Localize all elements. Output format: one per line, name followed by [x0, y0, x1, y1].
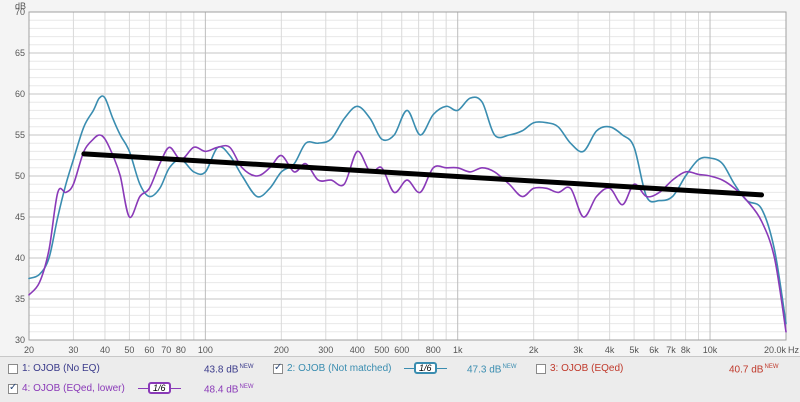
x-tick-label: 1k [453, 345, 463, 355]
x-tick-label: 20 [24, 345, 34, 355]
legend-item-2[interactable]: 2: OJOB (Not matched) [273, 362, 392, 374]
y-tick-label: 40 [15, 253, 25, 263]
x-tick-label: 8k [681, 345, 691, 355]
legend-label-2: 2: OJOB (Not matched) [287, 363, 392, 374]
legend-checkbox-1[interactable] [8, 363, 18, 374]
legend-checkbox-2[interactable] [273, 362, 283, 374]
x-tick-label: 20.0k [764, 345, 787, 355]
y-tick-label: 55 [15, 130, 25, 140]
x-tick-label: 6k [649, 345, 659, 355]
x-tick-label: 400 [350, 345, 365, 355]
y-tick-label: 45 [15, 212, 25, 222]
x-tick-label: 100 [198, 345, 213, 355]
legend-value-2: 47.3 dBNEW [467, 364, 517, 376]
series-line-1 [28, 95, 787, 325]
legend-label-3: 3: OJOB (EQed) [550, 363, 624, 374]
legend-checkbox-3[interactable] [536, 363, 546, 374]
legend-panel: 1: OJOB (No EQ) 43.8 dBNEW 2: OJOB (Not … [0, 356, 800, 402]
legend-value-1: 43.8 dBNEW [204, 364, 254, 376]
y-tick-label: 65 [15, 48, 25, 58]
legend-value-4: 48.4 dBNEW [204, 384, 254, 396]
smoothing-control-2[interactable]: 1/6 [404, 362, 447, 374]
plot-frame [28, 11, 787, 341]
x-tick-label: 60 [144, 345, 154, 355]
y-unit-label: dB [15, 1, 26, 11]
legend-label-1: 1: OJOB (No EQ) [22, 363, 100, 374]
x-tick-label: 300 [318, 345, 333, 355]
y-tick-label: 70 [15, 7, 25, 17]
x-tick-label: 30 [68, 345, 78, 355]
smoothing-label-4: 1/6 [148, 382, 171, 394]
x-tick-label: 10k [703, 345, 718, 355]
smoothing-label-2: 1/6 [414, 362, 437, 374]
x-tick-label: 7k [666, 345, 676, 355]
x-tick-label: 70 [161, 345, 171, 355]
x-tick-label: 50 [124, 345, 134, 355]
x-tick-label: 4k [605, 345, 615, 355]
x-tick-label: 80 [176, 345, 186, 355]
x-tick-label: 40 [100, 345, 110, 355]
legend-value-3: 40.7 dBNEW [729, 364, 779, 376]
x-tick-label: 500 [374, 345, 389, 355]
y-tick-label: 50 [15, 171, 25, 181]
legend-item-4[interactable]: 4: OJOB (EQed, lower) [8, 382, 125, 394]
x-tick-label: 5k [629, 345, 639, 355]
legend-item-3[interactable]: 3: OJOB (EQed) [536, 363, 623, 374]
x-unit-label: Hz [788, 345, 799, 355]
smoothing-control-4[interactable]: 1/6 [138, 382, 181, 394]
legend-checkbox-4[interactable] [8, 382, 18, 394]
y-tick-label: 30 [15, 335, 25, 345]
x-tick-label: 200 [274, 345, 289, 355]
legend-label-4: 4: OJOB (EQed, lower) [22, 383, 125, 394]
x-tick-label: 3k [573, 345, 583, 355]
x-tick-label: 2k [529, 345, 539, 355]
x-tick-label: 600 [394, 345, 409, 355]
trend-line [81, 151, 765, 198]
chart-panel: 30 35 40 45 50 55 60 65 70 dB 20 30 40 50 60 70 80 100 200… [14, 1, 800, 355]
legend-item-1[interactable]: 1: OJOB (No EQ) [8, 363, 100, 374]
y-tick-label: 35 [15, 294, 25, 304]
series-line-2 [28, 134, 787, 333]
y-tick-label: 60 [15, 89, 25, 99]
x-tick-label: 800 [426, 345, 441, 355]
